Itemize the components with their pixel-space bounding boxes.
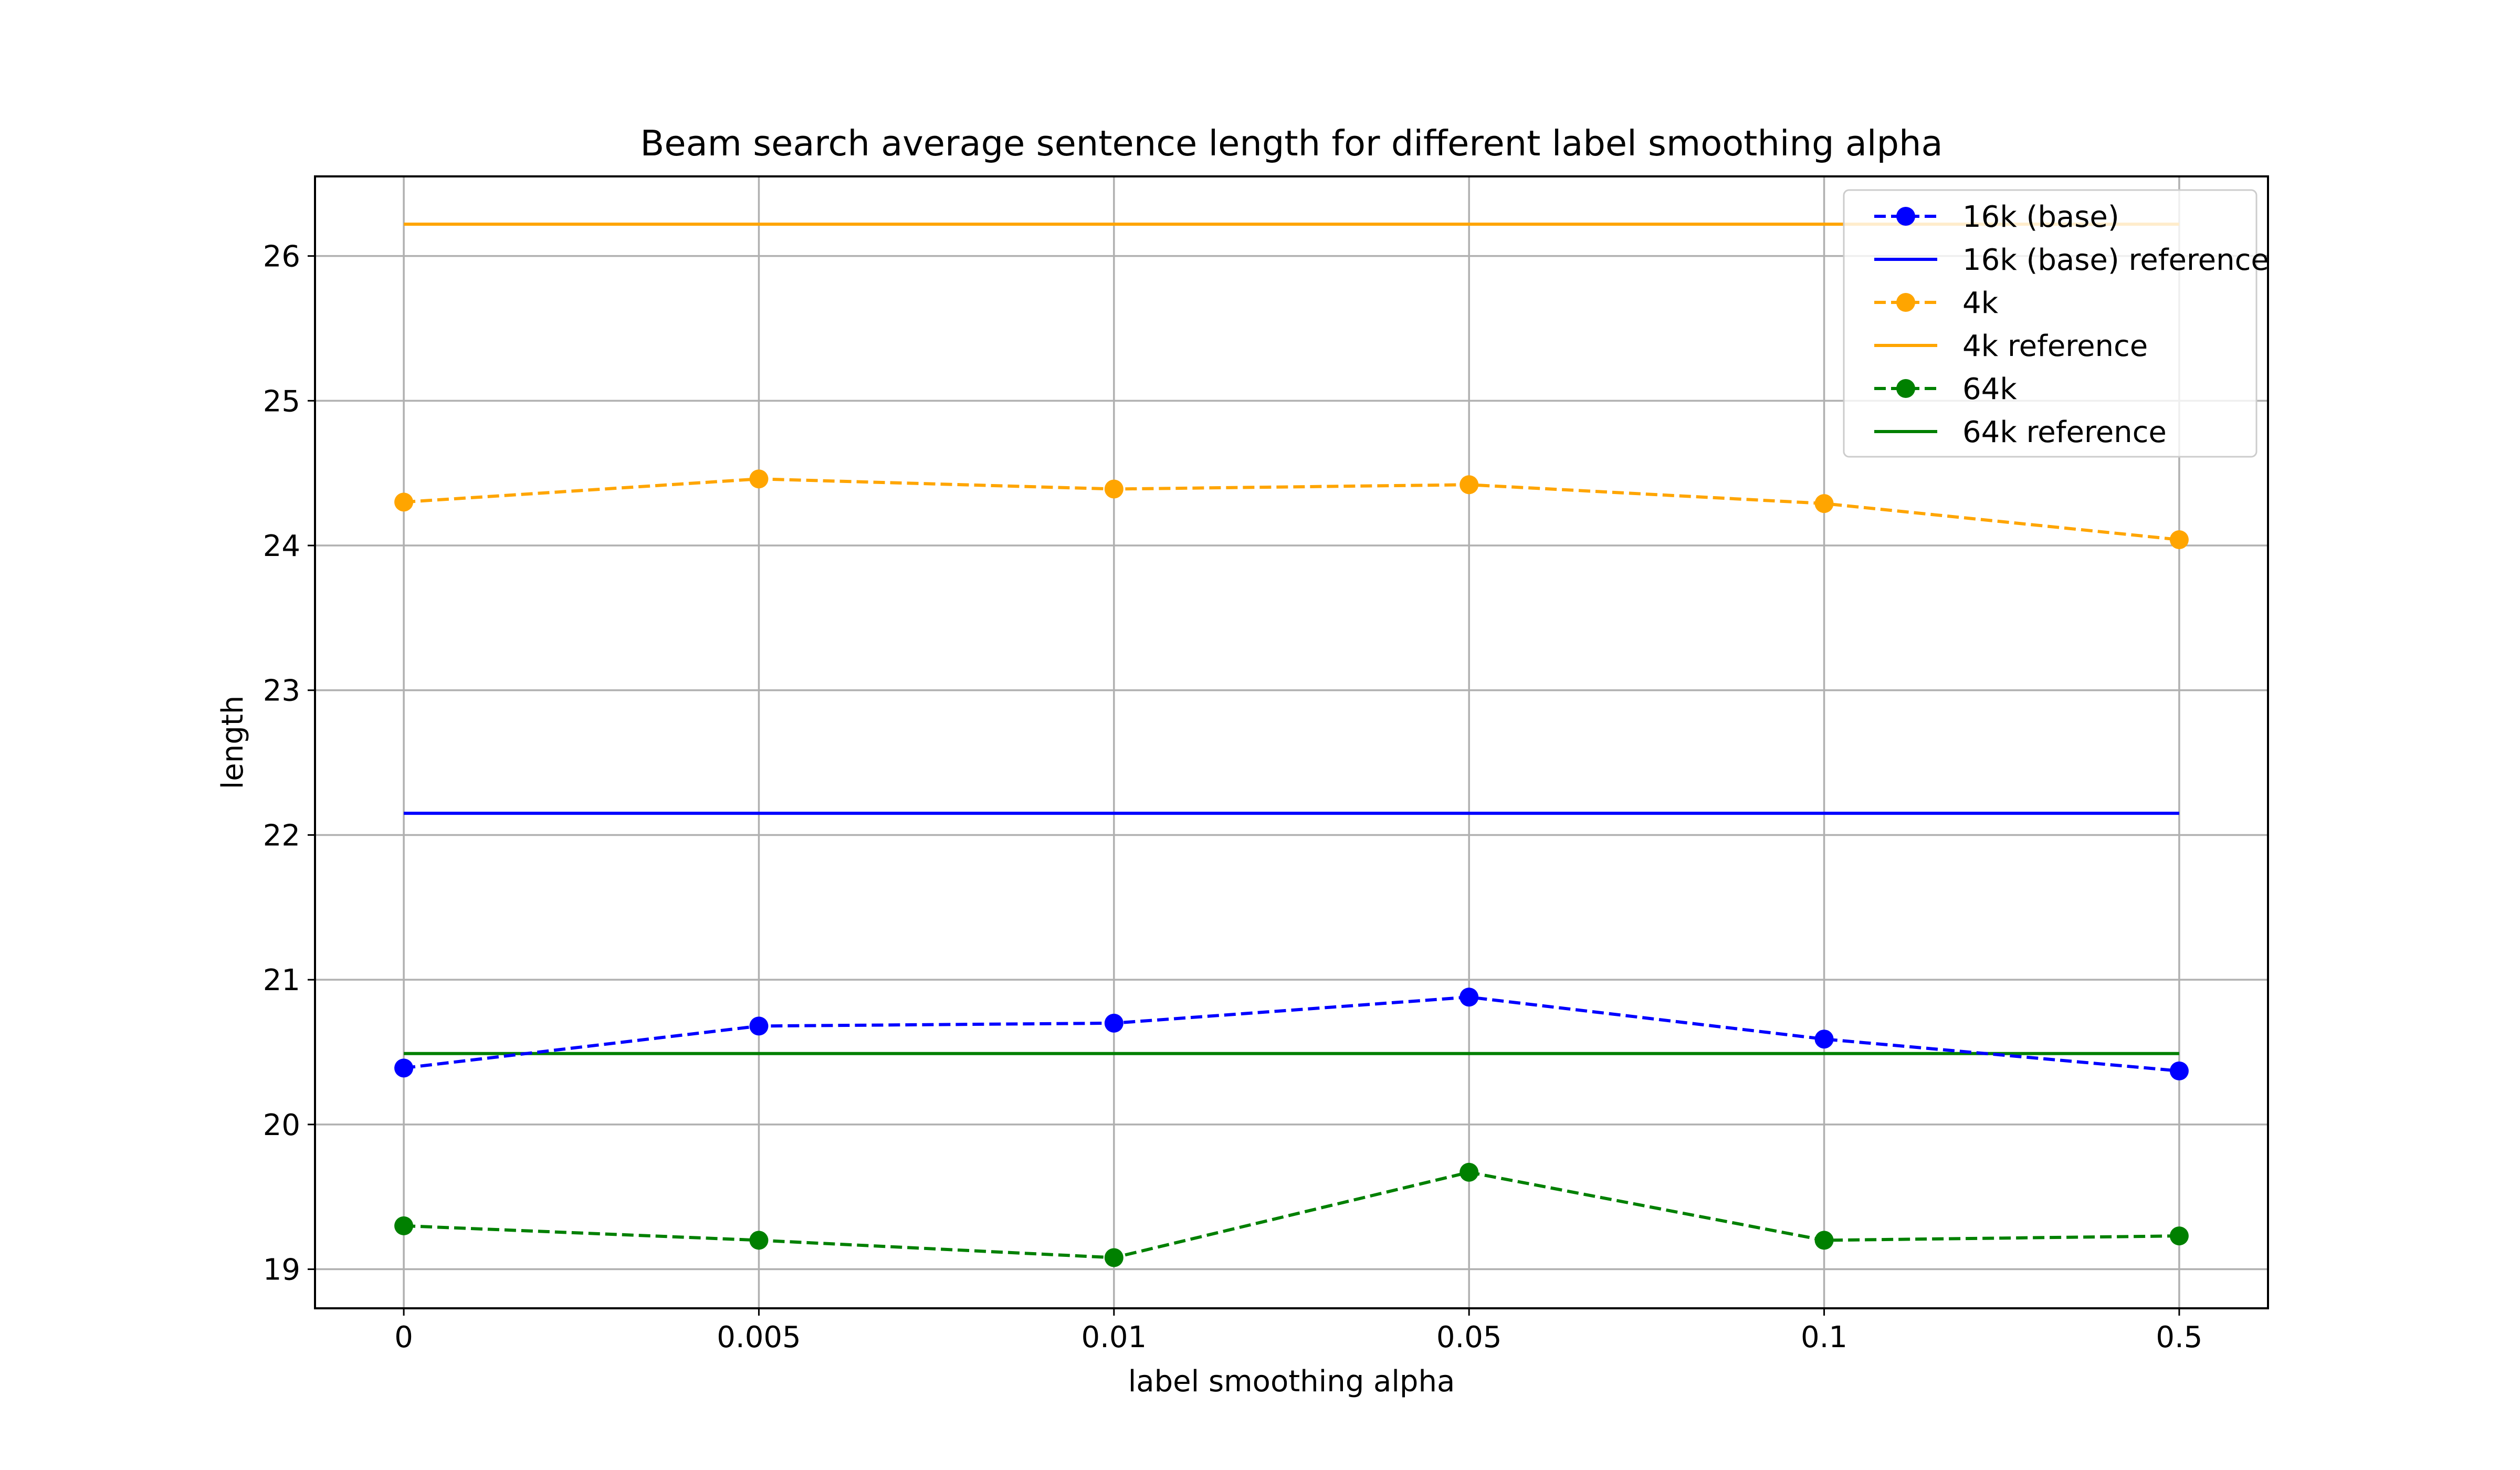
y-tick-label: 24 <box>263 529 300 563</box>
legend-items: 16k (base) 16k (base) reference 4k 4k refer… <box>1874 200 2269 449</box>
y-tick-label: 21 <box>263 963 300 998</box>
legend-label: 4k <box>1962 286 1999 320</box>
series-16k-base <box>394 988 2189 1080</box>
data-point-16k-base <box>2169 1061 2189 1080</box>
series-lines <box>394 469 2189 1267</box>
x-axis-label: label smoothing alpha <box>1128 1364 1455 1399</box>
legend-label: 16k (base) reference <box>1962 243 2269 277</box>
data-point-64k <box>394 1216 414 1235</box>
data-point-64k <box>2169 1226 2189 1246</box>
data-point-64k <box>1104 1248 1124 1267</box>
y-tick-label: 22 <box>263 818 300 853</box>
x-tick-label: 0.05 <box>1436 1320 1502 1354</box>
plot-frame <box>314 175 2269 1309</box>
data-point-64k <box>749 1231 769 1250</box>
legend-marker <box>1896 207 1915 226</box>
data-point-64k <box>1814 1231 1834 1250</box>
data-point-16k-base <box>749 1016 769 1036</box>
legend-item-64k: 64k <box>1874 372 2017 406</box>
x-tick-label: 0.1 <box>1801 1320 1847 1354</box>
x-tick-label: 0.005 <box>717 1320 801 1354</box>
legend-item-16k-base: 16k (base) <box>1874 200 2119 234</box>
legend-item-4k: 4k <box>1874 286 1999 320</box>
data-point-16k-base <box>1104 1013 1124 1033</box>
legend: 16k (base) 16k (base) reference 4k 4k refer… <box>1843 189 2269 458</box>
legend-label: 64k <box>1962 372 2017 406</box>
data-point-16k-base <box>1814 1030 1834 1049</box>
y-axis-label: length <box>216 696 250 790</box>
series-4k <box>394 469 2189 550</box>
legend-label: 4k reference <box>1962 329 2148 363</box>
y-tick-label: 19 <box>263 1253 300 1287</box>
y-tick-label: 26 <box>263 240 300 274</box>
series-64k <box>394 1162 2189 1267</box>
data-point-4k <box>2169 530 2189 550</box>
legend-box <box>1843 189 2258 458</box>
legend-item-64k-reference: 64k reference <box>1874 415 2167 449</box>
legend-item-16k-base-reference: 16k (base) reference <box>1874 243 2269 277</box>
x-tick-label: 0.5 <box>2156 1320 2202 1354</box>
data-point-4k <box>1814 494 1834 513</box>
legend-marker <box>1896 379 1915 398</box>
series-line-64k <box>403 1170 2179 1259</box>
data-point-4k <box>1104 479 1124 499</box>
x-axis-ticks: 0 0.005 0.01 0.05 0.1 0.5 <box>394 1308 2202 1354</box>
series-line-4k <box>403 477 2180 541</box>
chart-title: Beam search average sentence length for … <box>640 123 1942 164</box>
series-line-16k-base <box>403 995 2180 1073</box>
x-tick-label: 0.01 <box>1081 1320 1147 1354</box>
grid-lines <box>315 176 2268 1308</box>
data-point-16k-base <box>394 1058 414 1078</box>
x-tick-label: 0 <box>394 1320 413 1354</box>
legend-marker <box>1896 293 1915 312</box>
data-point-4k <box>394 492 414 512</box>
y-tick-label: 25 <box>263 384 300 418</box>
legend-label: 64k reference <box>1962 415 2167 449</box>
data-point-64k <box>1460 1162 1479 1182</box>
y-tick-label: 23 <box>263 674 300 708</box>
legend-label: 16k (base) <box>1962 200 2119 234</box>
data-point-16k-base <box>1460 988 1479 1007</box>
data-point-4k <box>1460 475 1479 495</box>
legend-item-4k-reference: 4k reference <box>1874 329 2148 363</box>
data-point-4k <box>749 469 769 489</box>
y-axis-ticks: 19 20 21 22 23 24 25 26 <box>263 240 315 1287</box>
y-tick-label: 20 <box>263 1108 300 1142</box>
